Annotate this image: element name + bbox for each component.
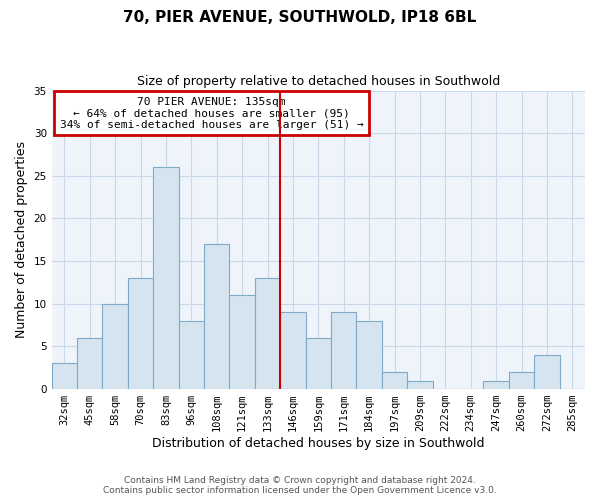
Text: 70, PIER AVENUE, SOUTHWOLD, IP18 6BL: 70, PIER AVENUE, SOUTHWOLD, IP18 6BL — [124, 10, 476, 25]
Bar — [179, 321, 204, 389]
Bar — [128, 278, 153, 389]
Bar — [229, 296, 255, 389]
Bar — [356, 321, 382, 389]
Y-axis label: Number of detached properties: Number of detached properties — [15, 142, 28, 338]
Bar — [407, 380, 433, 389]
Bar — [484, 380, 509, 389]
Bar — [534, 355, 560, 389]
Bar — [305, 338, 331, 389]
Bar — [77, 338, 103, 389]
Title: Size of property relative to detached houses in Southwold: Size of property relative to detached ho… — [137, 75, 500, 88]
Bar — [280, 312, 305, 389]
Bar — [153, 168, 179, 389]
Text: 70 PIER AVENUE: 135sqm
← 64% of detached houses are smaller (95)
34% of semi-det: 70 PIER AVENUE: 135sqm ← 64% of detached… — [60, 96, 364, 130]
Text: Contains HM Land Registry data © Crown copyright and database right 2024.
Contai: Contains HM Land Registry data © Crown c… — [103, 476, 497, 495]
Bar — [52, 364, 77, 389]
X-axis label: Distribution of detached houses by size in Southwold: Distribution of detached houses by size … — [152, 437, 485, 450]
Bar — [382, 372, 407, 389]
Bar — [204, 244, 229, 389]
Bar — [509, 372, 534, 389]
Bar — [255, 278, 280, 389]
Bar — [103, 304, 128, 389]
Bar — [331, 312, 356, 389]
